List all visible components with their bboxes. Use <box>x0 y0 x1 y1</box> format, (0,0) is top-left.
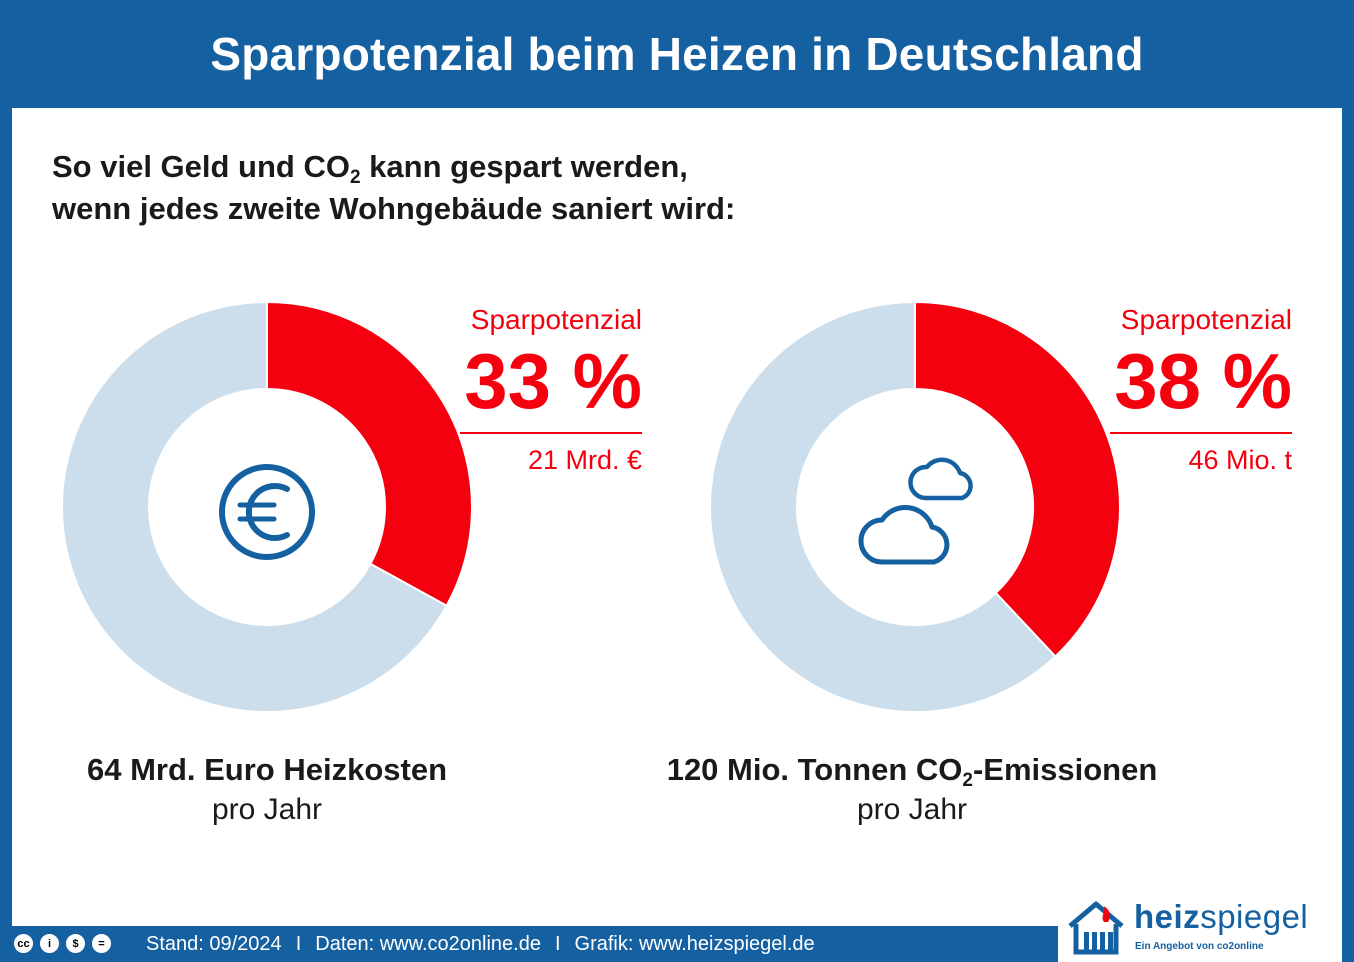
callout-percent: 33 % <box>464 337 642 425</box>
callout-label: Sparpotenzial <box>1120 304 1292 335</box>
caption-main: 120 Mio. Tonnen CO2-Emissionen <box>666 752 1158 791</box>
callout-divider <box>460 432 642 434</box>
license-icons: cc i $ = <box>12 932 113 955</box>
by-icon: i <box>38 932 61 955</box>
nd-icon: = <box>90 932 113 955</box>
callout-label: Sparpotenzial <box>470 304 642 335</box>
house-radiator-icon <box>1068 901 1124 955</box>
content-panel: So viel Geld und CO2 kann gespart werden… <box>12 108 1342 926</box>
callout-percent: 38 % <box>1114 337 1292 425</box>
donut-slice-saved <box>914 300 1121 658</box>
callout-heating-costs: Sparpotenzial 33 % 21 Mrd. € <box>460 304 642 476</box>
callout-co2-emissions: Sparpotenzial 38 % 46 Mio. t <box>1110 304 1292 476</box>
footer: cc i $ = Stand: 09/2024 I Daten: www.co2on… <box>0 926 1354 962</box>
euro-icon <box>219 464 315 560</box>
donut-slice-saved <box>266 300 473 608</box>
footer-credits: Stand: 09/2024 I Daten: www.co2online.de I G… <box>146 933 815 956</box>
callout-amount: 21 Mrd. € <box>527 445 642 475</box>
donut-slice-remaining <box>709 300 1057 713</box>
caption-per-year: pro Jahr <box>856 793 968 826</box>
footer-data-source[interactable]: Daten: www.co2online.de <box>315 933 541 955</box>
footer-separator: I <box>554 933 561 955</box>
callout-amount: 46 Mio. t <box>1188 445 1292 475</box>
footer-separator: I <box>295 933 302 955</box>
logo-tagline: Ein Angebot von co2online <box>1135 941 1264 952</box>
caption-co2-emissions: 120 Mio. Tonnen CO2-Emissionen pro Jahr <box>632 750 1192 830</box>
logo-brand: heizspiegel <box>1134 898 1309 935</box>
callout-divider <box>1110 432 1292 434</box>
donut-chart-co2-emissions <box>709 300 1121 713</box>
caption-main: 64 Mrd. Euro Heizkosten <box>86 752 448 787</box>
donut-chart-heating-costs <box>61 300 473 713</box>
caption-per-year: pro Jahr <box>211 793 323 826</box>
footer-graphic-source[interactable]: Grafik: www.heizspiegel.de <box>574 933 815 955</box>
cc-icon: cc <box>12 932 35 955</box>
page-title: Sparpotenzial beim Heizen in Deutschland <box>210 28 1144 80</box>
cloud-icon <box>858 457 973 565</box>
caption-heating-costs: 64 Mrd. Euro Heizkosten pro Jahr <box>32 750 502 830</box>
nc-icon: $ <box>64 932 87 955</box>
subtitle-line-1: So viel Geld und CO2 kann gespart werden… <box>52 149 688 188</box>
heizspiegel-logo: heizspiegel Ein Angebot von co2online <box>1058 884 1342 962</box>
subtitle-line-2: wenn jedes zweite Wohngebäude saniert wi… <box>52 191 736 226</box>
subtitle: So viel Geld und CO2 kann gespart werden… <box>52 146 735 230</box>
footer-stand: Stand: 09/2024 <box>146 933 282 955</box>
donut-slice-remaining <box>61 300 449 713</box>
